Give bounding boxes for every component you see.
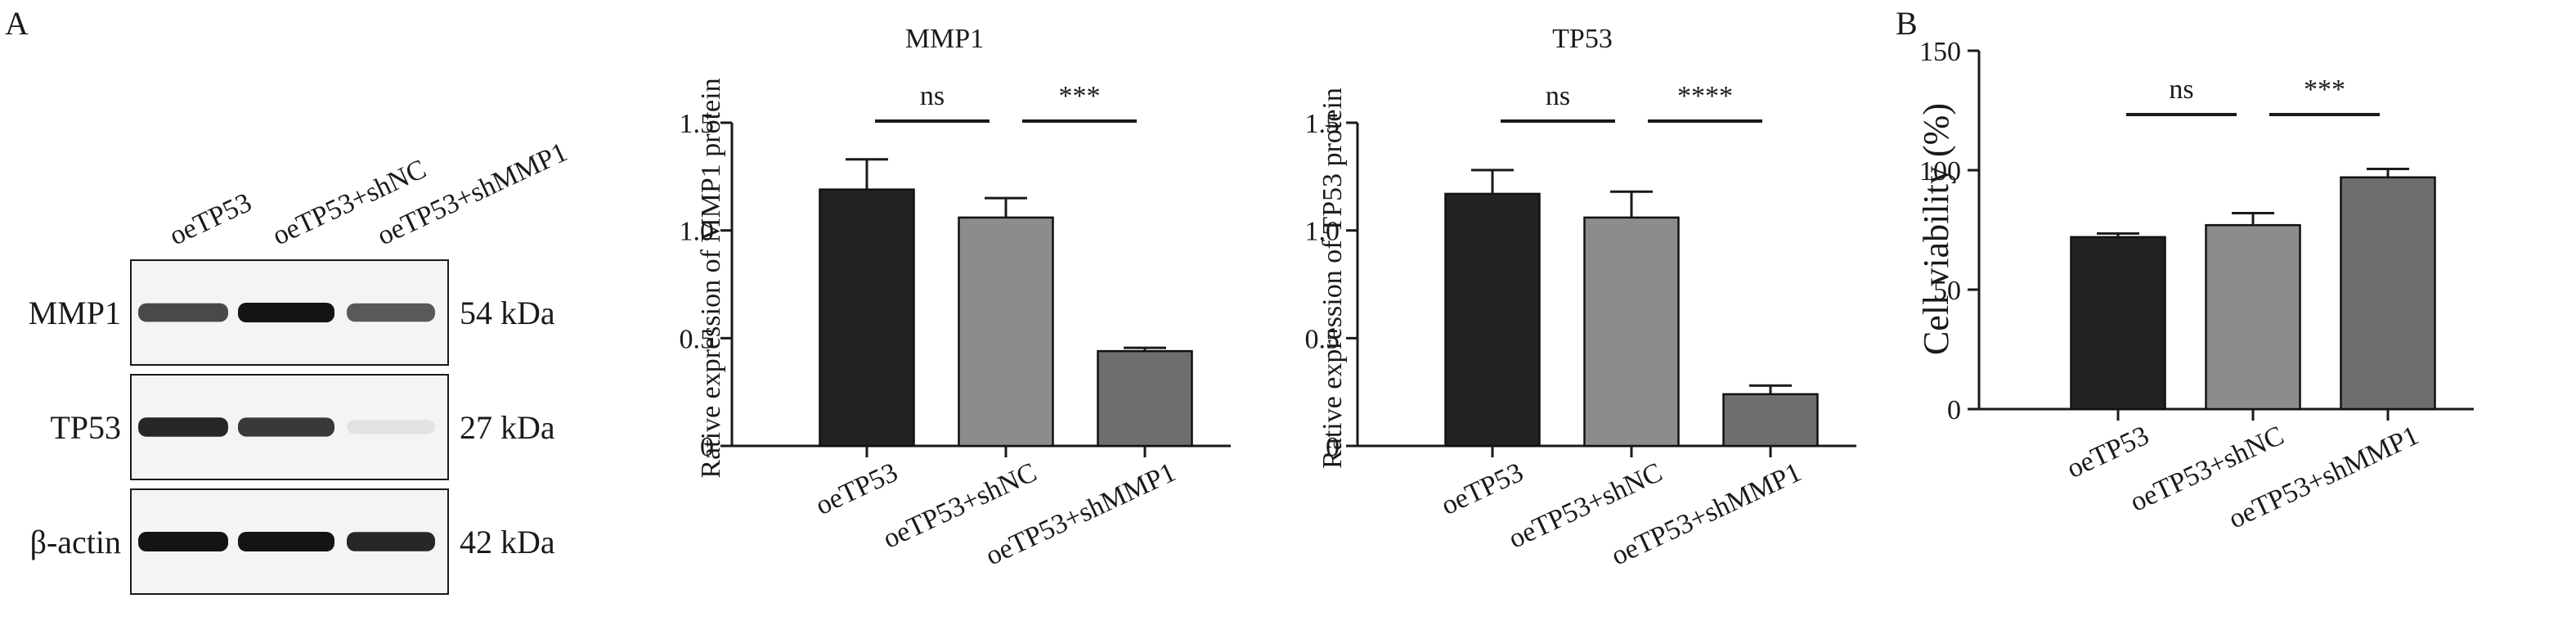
bar-oeTP53+shNC (2205, 223, 2301, 411)
blot-band (347, 303, 435, 322)
bar-oeTP53+shNC (1583, 216, 1680, 448)
blot-protein-label: MMP1 (29, 295, 121, 331)
y-tick-label: 0.5 (680, 324, 715, 354)
panel-label-a: A (5, 5, 29, 42)
bar-oeTP53 (1444, 192, 1541, 448)
bar-oeTP53 (2070, 236, 2166, 411)
blot-lane-label: oeTP53 (165, 187, 257, 251)
blot-band (238, 417, 334, 437)
y-tick-label: 0.5 (1305, 324, 1340, 354)
blot-size-label: 54 kDa (460, 295, 555, 331)
blot-protein-label: TP53 (50, 409, 121, 446)
chart-title: MMP1 (905, 24, 984, 54)
y-tick-label: 1.5 (1305, 109, 1340, 139)
y-tick-label: 0 (1326, 432, 1340, 462)
x-tick-label: oeTP53 (2062, 421, 2154, 484)
blot-band (138, 532, 228, 551)
y-tick-label: 1.5 (680, 109, 715, 139)
bar-oeTP53+shMMP1 (1097, 349, 1193, 448)
y-tick-label: 50 (1933, 276, 1961, 306)
significance-label: *** (1059, 81, 1101, 111)
y-tick-label: 100 (1919, 156, 1961, 187)
blot-band (138, 417, 228, 437)
x-tick-label: oeTP53 (811, 457, 903, 521)
blot-band (138, 303, 228, 322)
y-axis-label: Rative expression of MMP1 protein (696, 78, 726, 478)
significance-label: ns (1546, 81, 1570, 111)
x-tick-label: oeTP53 (1437, 457, 1528, 521)
blot-size-label: 42 kDa (460, 524, 555, 560)
y-tick-label: 1.0 (1305, 217, 1340, 247)
y-axis-label: Rative expression of TP53 protein (1317, 88, 1348, 469)
y-tick-label: 0 (700, 432, 714, 462)
blot-band (347, 420, 435, 434)
blot-size-label: 27 kDa (460, 409, 555, 446)
bar-oeTP53+shMMP1 (1722, 393, 1819, 448)
significance-label: ns (2169, 74, 2193, 105)
y-tick-label: 150 (1919, 37, 1961, 67)
y-axis-label: Cell viability (%) (1916, 103, 1956, 355)
significance-label: **** (1677, 81, 1733, 111)
y-tick-label: 0 (1947, 395, 1961, 425)
significance-label: ns (920, 81, 945, 111)
chart-title: TP53 (1552, 24, 1613, 54)
blot-band (347, 532, 435, 551)
bar-oeTP53 (819, 188, 915, 448)
significance-label: *** (2304, 74, 2345, 105)
panel-label-b: B (1896, 5, 1918, 42)
blot-protein-label: β-actin (30, 524, 121, 560)
bar-oeTP53+shMMP1 (2340, 176, 2436, 411)
bar-oeTP53+shNC (958, 216, 1054, 448)
blot-band (238, 303, 334, 322)
y-tick-label: 1.0 (680, 217, 715, 247)
blot-band (238, 532, 334, 551)
